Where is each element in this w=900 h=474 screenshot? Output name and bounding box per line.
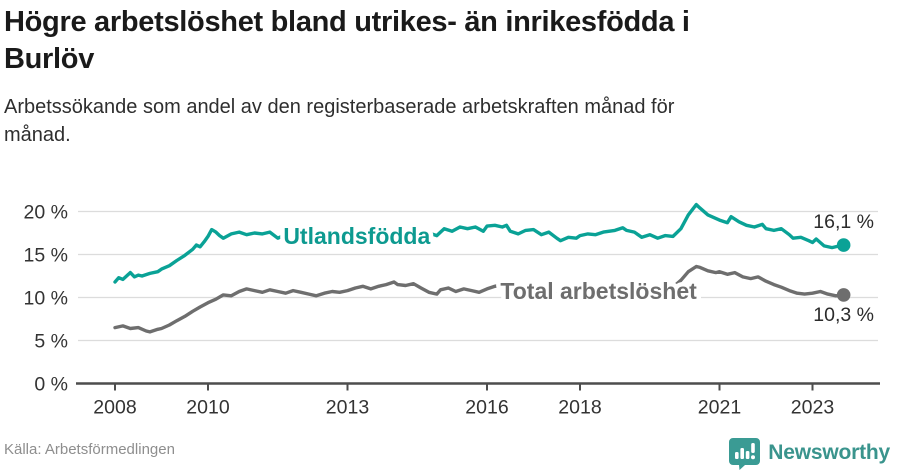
x-axis-label-2010: 2010 (186, 397, 230, 419)
series-end-dot-total (836, 288, 851, 302)
page-title: Högre arbetslöshet bland utrikes- än inr… (4, 4, 874, 77)
chart-subtitle: Arbetssökande som andel av den registerb… (4, 93, 864, 149)
series-end-dot-utlandsfodda (836, 238, 851, 252)
chart-subtitle-line-2: månad. (4, 124, 71, 146)
page-title-line-2: Burlöv (4, 42, 95, 75)
y-axis-label-15: 15 % (24, 245, 68, 267)
x-axis-label-2013: 2013 (326, 397, 369, 419)
y-axis-label-0: 0 % (34, 374, 68, 396)
y-axis-label-20: 20 % (24, 202, 68, 224)
newsworthy-wordmark: Newsworthy (768, 441, 890, 464)
x-axis-label-2008: 2008 (93, 397, 136, 419)
y-axis-label-5: 5 % (34, 331, 68, 353)
series-end-value-total: 10,3 % (813, 304, 874, 326)
x-axis-label-2016: 2016 (465, 397, 508, 419)
x-axis-label-2018: 2018 (558, 397, 601, 419)
series-inline-label-total: Total arbetslöshet (500, 278, 697, 304)
series-line-utlandsfodda (113, 202, 846, 284)
source-note: Källa: Arbetsförmedlingen (4, 441, 175, 458)
line-chart: 0 % 5 % 10 % 15 % 20 % 2008 2010 2013 2016 2018 20… (24, 202, 880, 419)
series-line-total (113, 264, 846, 334)
series-end-value-utlandsfodda: 16,1 % (813, 211, 874, 233)
newsworthy-brand[interactable]: Newsworthy (728, 436, 890, 470)
x-axis-label-2021: 2021 (698, 397, 741, 419)
series-inline-label-utlandsfodda: Utlandsfödda (283, 223, 430, 249)
newsworthy-chart-bubble-icon (729, 438, 761, 470)
y-axis-label-10: 10 % (24, 288, 68, 310)
page-title-line-1: Högre arbetslöshet bland utrikes- än inr… (4, 6, 690, 38)
chart-subtitle-line-1: Arbetssökande som andel av den registerb… (4, 96, 675, 118)
x-axis-label-2023: 2023 (791, 397, 834, 419)
